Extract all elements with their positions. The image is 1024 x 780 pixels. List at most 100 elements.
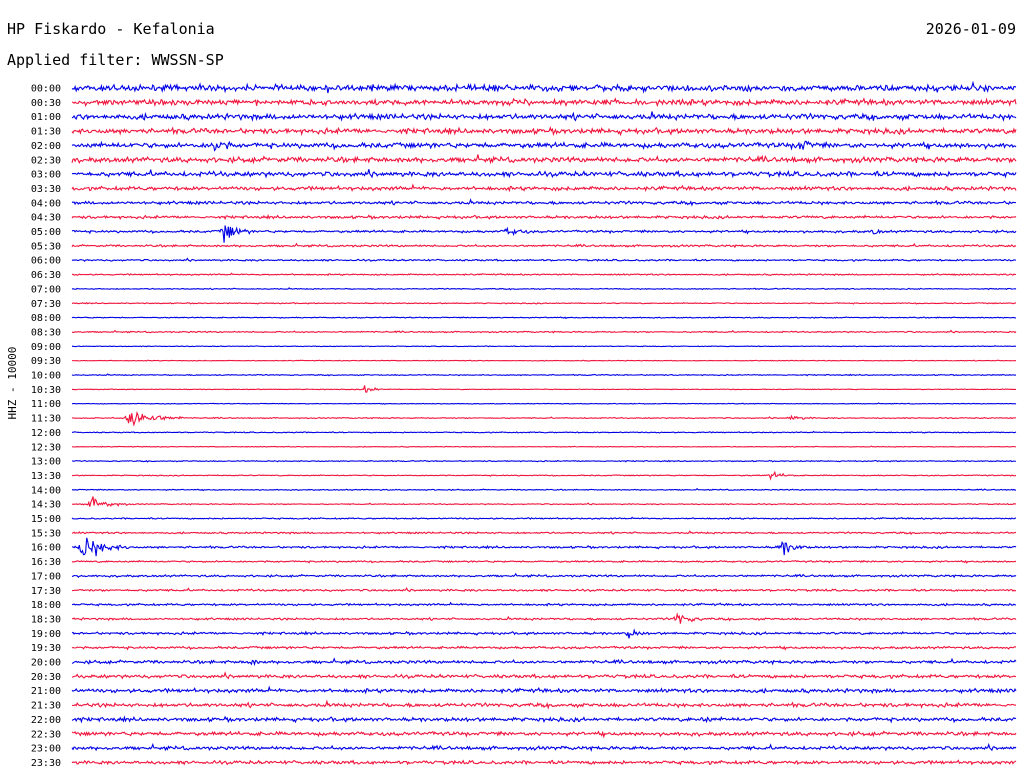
row-label: 22:00 [31,715,61,726]
trace-line [71,410,1017,427]
row-label: 14:30 [31,500,61,511]
trace-line [71,345,1017,348]
station-title: HP Fiskardo - Kefalonia [7,20,215,38]
row-label: 03:00 [31,170,61,181]
row-label: 09:00 [31,342,61,353]
row-label: 13:00 [31,457,61,468]
row-label: 02:00 [31,141,61,152]
trace-line [71,459,1016,463]
trace-line [71,225,1017,243]
row-label: 04:00 [31,198,61,209]
row-label: 01:00 [31,112,61,123]
trace-line [71,730,1017,739]
trace-line [71,198,1017,207]
row-label: 20:30 [31,672,61,683]
trace-line [71,470,1017,481]
row-label: 18:00 [31,600,61,611]
row-label: 02:30 [31,155,61,166]
filter-label: Applied filter: WWSSN-SP [7,51,224,69]
trace-line [71,612,1017,624]
trace-line [71,359,1017,362]
row-label: 08:30 [31,327,61,338]
trace-line [71,671,1017,680]
trace-line [71,287,1017,291]
trace-line [71,385,1017,393]
trace-line [71,601,1017,607]
trace-line [71,516,1017,521]
trace-line [71,126,1017,137]
row-label: 00:30 [31,98,61,109]
trace-line [71,559,1017,564]
trace-line [71,628,1017,639]
trace-line [71,430,1017,434]
traces [71,80,1017,766]
trace-line [71,587,1017,593]
row-label: 10:00 [31,371,61,382]
row-label: 01:30 [31,127,61,138]
row-label: 14:00 [31,485,61,496]
row-label: 21:30 [31,701,61,712]
trace-line [71,373,1017,377]
row-label: 08:00 [31,313,61,324]
trace-line [71,242,1017,249]
trace-line [71,488,1017,492]
trace-line [71,496,1017,507]
row-label: 20:00 [31,658,61,669]
row-label: 18:30 [31,614,61,625]
trace-line [71,445,1017,448]
row-label: 11:30 [31,414,61,425]
trace-line [71,169,1017,179]
row-label: 19:00 [31,629,61,640]
row-label: 05:00 [31,227,61,238]
row-label: 07:00 [31,284,61,295]
row-label: 13:30 [31,471,61,482]
trace-line [71,111,1017,122]
row-label: 15:00 [31,514,61,525]
trace-line [71,645,1017,651]
row-label: 11:00 [31,399,61,410]
row-label: 19:30 [31,643,61,654]
trace-line [71,97,1017,108]
row-label: 06:30 [31,270,61,281]
row-label: 10:30 [31,385,61,396]
trace-line [71,657,1017,667]
trace-line [71,402,1017,405]
row-label: 17:30 [31,586,61,597]
row-label: 07:30 [31,299,61,310]
row-label: 16:30 [31,557,61,568]
trace-line [71,742,1017,752]
row-label: 09:30 [31,356,61,367]
trace-line [71,140,1017,152]
row-label: 12:00 [31,428,61,439]
plot-date: 2026-01-09 [925,20,1016,38]
row-label: 23:30 [31,758,61,769]
trace-line [71,699,1017,710]
row-label: 05:30 [31,241,61,252]
trace-line [71,80,1017,94]
trace-line [71,685,1017,695]
row-label: 22:30 [31,729,61,740]
row-label: 17:00 [31,571,61,582]
trace-line [71,154,1017,165]
trace-line [71,316,1017,320]
row-label: 04:30 [31,213,61,224]
trace-line [71,715,1017,724]
trace-line [71,759,1017,766]
row-label: 16:00 [31,543,61,554]
trace-line [71,329,1017,334]
trace-line [71,183,1017,193]
row-label: 00:00 [31,84,61,95]
trace-line [71,537,1017,557]
row-labels: 00:00 00:30 01:00 01:30 02:00 02:30 03:00 03:30… [31,84,61,769]
trace-line [71,257,1017,262]
trace-line [71,214,1017,221]
row-label: 21:00 [31,686,61,697]
trace-line [71,530,1017,536]
trace-line [71,272,1017,277]
row-label: 03:30 [31,184,61,195]
trace-line [71,301,1017,305]
row-label: 12:30 [31,442,61,453]
row-label: 23:00 [31,744,61,755]
row-label: 06:00 [31,256,61,267]
